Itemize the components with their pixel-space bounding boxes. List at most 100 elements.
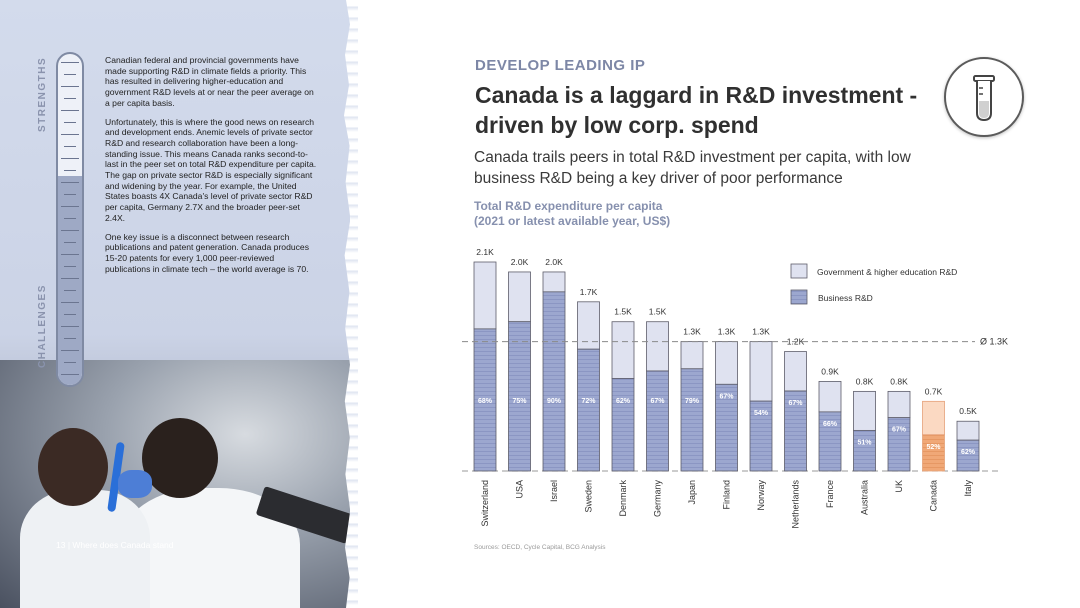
meter-tick [61, 206, 79, 207]
category-label: Denmark [618, 480, 628, 517]
bar-government-segment [680, 341, 704, 370]
bar-business-segment [577, 348, 600, 472]
meter-tick [61, 158, 79, 159]
category-label: Netherlands [791, 480, 801, 529]
bar-total-label: 0.5K [959, 406, 977, 416]
bar-share-label: 62% [616, 398, 631, 405]
bar-government-segment [715, 341, 738, 385]
bar-total-label: 1.5K [649, 307, 667, 317]
meter-tick [64, 290, 76, 291]
page-title: Canada is a laggard in R&D investment - … [475, 82, 918, 138]
average-label: Ø 1.3K [980, 337, 1008, 347]
glove-photo-element [118, 470, 152, 498]
meter-tick [61, 62, 79, 63]
sources-note: Sources: OECD, Cycle Capital, BCG Analys… [474, 544, 606, 551]
meter-tick [64, 266, 76, 267]
chart-title-line2: (2021 or latest available year, US$) [474, 214, 671, 228]
bar-business-segment [853, 429, 876, 472]
body-text: Canadian federal and provincial governme… [105, 55, 320, 282]
strength-meter [56, 52, 84, 387]
bar-share-label: 67% [719, 393, 734, 400]
bar-total-label: 1.3K [683, 327, 701, 337]
category-label: Finland [722, 480, 732, 510]
legend-swatch-business [790, 289, 808, 305]
bar-government-segment [473, 261, 497, 330]
category-label: Switzerland [480, 480, 490, 527]
bar-share-label: 72% [581, 398, 596, 405]
bar-total-label: 1.3K [718, 327, 736, 337]
category-label: Sweden [584, 480, 594, 513]
bar-business-segment [956, 439, 980, 472]
category-label: Italy [963, 480, 973, 497]
bar-total-label: 1.3K [752, 327, 770, 337]
paragraph-patents: One key issue is a disconnect between re… [105, 231, 310, 274]
bar-business-segment [611, 378, 635, 472]
meter-tick [64, 122, 76, 123]
bar-share-label: 79% [685, 398, 700, 405]
category-label: USA [515, 480, 525, 499]
bar-share-label: 51% [857, 439, 872, 446]
paragraph-strengths: Canadian federal and provincial governme… [105, 55, 314, 108]
paragraph-challenges: Unfortunately, this is where the good ne… [105, 116, 317, 223]
bar-business-segment [542, 291, 566, 472]
lab-photo-person [20, 490, 150, 608]
bar-government-segment [542, 271, 566, 293]
meter-tick [61, 374, 79, 375]
bar-government-segment [956, 420, 980, 441]
meter-tick [64, 314, 76, 315]
meter-tick [61, 134, 79, 135]
bar-business-segment [922, 434, 945, 472]
category-label: Norway [756, 480, 766, 511]
bar-share-label: 68% [478, 398, 493, 405]
bar-total-label: 2.1K [476, 247, 494, 257]
bar-government-segment [922, 400, 945, 436]
meter-tick [61, 230, 79, 231]
bar-government-segment [611, 321, 635, 379]
lab-photo-person-head [38, 428, 108, 506]
section-kicker: DEVELOP LEADING IP [475, 57, 646, 74]
meter-tick [61, 278, 79, 279]
bar-share-label: 67% [650, 398, 665, 405]
chart-title-line1: Total R&D expenditure per capita [474, 199, 663, 213]
legend-label-government: Government & higher education R&D [817, 267, 957, 277]
bar-business-segment [818, 411, 842, 472]
category-label: Germany [653, 480, 663, 518]
meter-tick [61, 182, 79, 183]
bar-business-segment [715, 383, 738, 472]
meter-tick [64, 146, 76, 147]
meter-tick [64, 194, 76, 195]
legend-swatch-government [790, 263, 808, 279]
bar-government-segment [646, 321, 669, 372]
bar-business-segment [680, 368, 704, 472]
meter-tick [61, 326, 79, 327]
category-label: Australia [860, 480, 870, 515]
bar-total-label: 1.7K [580, 287, 598, 297]
bar-share-label: 67% [788, 400, 803, 407]
bar-total-label: 0.8K [856, 376, 874, 386]
bar-government-segment [749, 341, 773, 402]
bar-share-label: 67% [892, 427, 907, 434]
lab-photo-person-head [142, 418, 218, 498]
bar-total-label: 2.0K [511, 257, 529, 267]
meter-tick [61, 86, 79, 87]
bar-government-segment [784, 351, 807, 392]
meter-tick [64, 338, 76, 339]
bar-total-label: 0.9K [821, 366, 839, 376]
bar-share-label: 66% [823, 421, 838, 428]
category-label: Canada [929, 480, 939, 512]
bar-government-segment [887, 390, 911, 419]
meter-tick [64, 74, 76, 75]
test-tube-icon [944, 57, 1024, 137]
left-panel: STRENGTHS CHALLENGES Canadian federal an… [0, 0, 350, 608]
chart-title: Total R&D expenditure per capita (2021 o… [474, 199, 774, 229]
bar-business-segment [887, 417, 911, 472]
meter-tick [61, 110, 79, 111]
meter-tick [64, 218, 76, 219]
bar-total-label: 0.7K [925, 386, 943, 396]
legend-label-business: Business R&D [818, 293, 873, 303]
bar-government-segment [853, 390, 876, 431]
bar-share-label: 75% [512, 398, 527, 405]
category-label: France [825, 480, 835, 508]
meter-tick [64, 170, 76, 171]
